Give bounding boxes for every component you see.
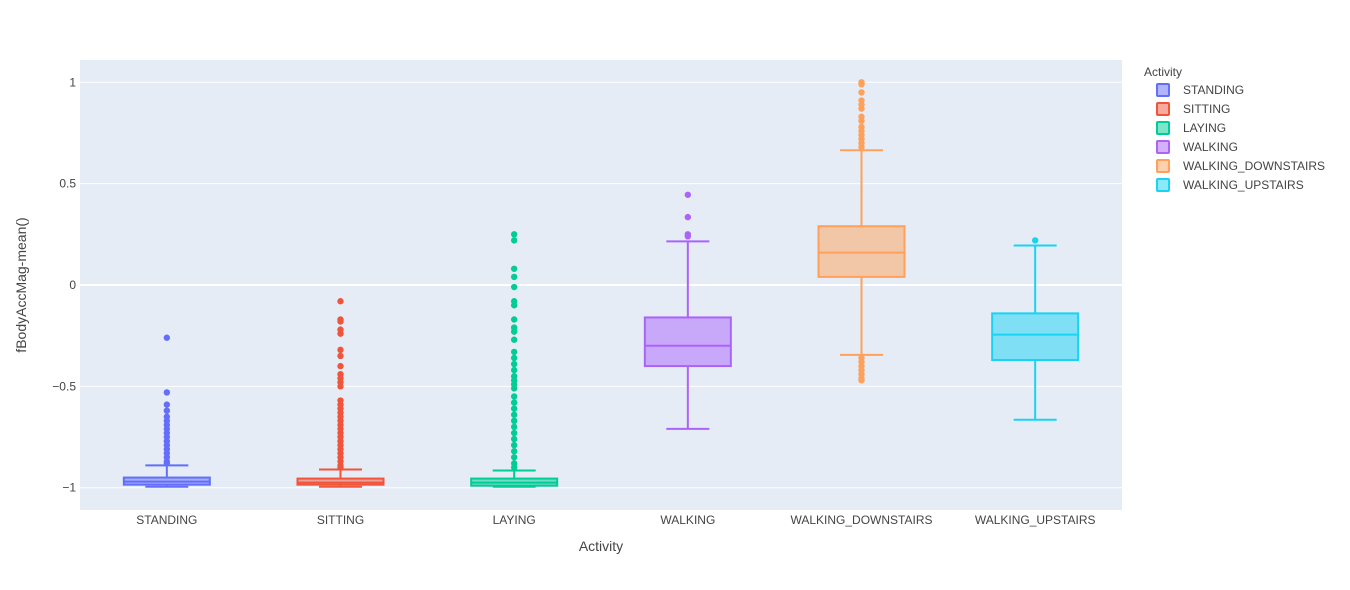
x-tick-label: STANDING xyxy=(136,513,197,527)
outlier-point xyxy=(337,352,344,360)
outlier-point xyxy=(510,423,518,431)
outlier-point xyxy=(858,105,865,112)
outlier-point xyxy=(163,389,171,396)
outlier-point xyxy=(510,399,518,406)
outlier-point xyxy=(510,360,518,368)
outlier-point xyxy=(337,362,344,370)
outlier-point xyxy=(510,231,518,238)
outlier-point xyxy=(510,283,518,291)
outlier-point xyxy=(510,393,518,400)
outlier-point xyxy=(337,464,344,471)
outlier-point xyxy=(684,233,692,240)
outlier-point xyxy=(510,328,518,335)
outlier-point xyxy=(510,405,518,412)
gridlines xyxy=(80,81,1122,489)
box-series-layer xyxy=(122,79,1080,488)
outlier-point xyxy=(510,448,518,455)
box-iqr xyxy=(991,312,1080,362)
y-tick-label: 1 xyxy=(69,75,76,89)
x-axis-title: Activity xyxy=(579,538,623,554)
outlier-point xyxy=(510,354,518,362)
legend-item-laying[interactable]: LAYING xyxy=(1156,121,1226,135)
outlier-point xyxy=(163,334,171,341)
legend-label: WALKING xyxy=(1183,140,1238,154)
box-series-sitting[interactable] xyxy=(296,298,385,488)
legend-swatch xyxy=(1156,102,1170,116)
outlier-point xyxy=(510,411,518,418)
legend-label: STANDING xyxy=(1183,83,1244,97)
outlier-point xyxy=(510,366,518,374)
outlier-point xyxy=(510,302,518,309)
outlier-point xyxy=(163,460,171,467)
outlier-point xyxy=(510,464,518,471)
box-series-walking-downstairs[interactable] xyxy=(817,79,906,384)
legend-swatch xyxy=(1156,121,1170,135)
box-series-walking-upstairs[interactable] xyxy=(991,237,1080,421)
y-tick-label: −1 xyxy=(62,481,76,495)
outlier-point xyxy=(337,346,344,354)
outlier-point xyxy=(858,377,865,384)
legend-swatch xyxy=(1156,159,1170,173)
legend-swatch xyxy=(1156,178,1170,192)
legend-item-walking-upstairs[interactable]: WALKING_UPSTAIRS xyxy=(1156,178,1304,192)
legend-swatch xyxy=(1156,140,1170,154)
y-tick-label: −0.5 xyxy=(52,379,76,393)
outlier-point xyxy=(510,417,518,425)
legend-item-standing[interactable]: STANDING xyxy=(1156,83,1244,97)
outlier-point xyxy=(684,191,692,198)
outlier-point xyxy=(510,316,518,323)
y-tick-label: 0.5 xyxy=(59,177,76,191)
legend-label: WALKING_DOWNSTAIRS xyxy=(1183,159,1325,173)
outlier-point xyxy=(510,454,518,461)
outlier-point xyxy=(510,429,518,437)
legend[interactable]: Activity STANDING SITTING LAYING WALKING WAL… xyxy=(1144,65,1325,192)
x-tick-label: WALKING_DOWNSTAIRS xyxy=(790,513,932,527)
outlier-point xyxy=(858,143,865,151)
legend-label: SITTING xyxy=(1183,102,1230,116)
outlier-point xyxy=(510,265,518,272)
x-tick-label: SITTING xyxy=(317,513,364,527)
outlier-point xyxy=(510,385,518,392)
box-series-walking[interactable] xyxy=(643,191,732,430)
outlier-point xyxy=(510,237,518,244)
legend-item-walking-downstairs[interactable]: WALKING_DOWNSTAIRS xyxy=(1156,159,1325,173)
outlier-point xyxy=(163,407,171,414)
legend-item-walking[interactable]: WALKING xyxy=(1156,140,1238,154)
outlier-point xyxy=(858,117,865,125)
outlier-point xyxy=(337,318,344,325)
outlier-point xyxy=(510,273,518,281)
legend-item-sitting[interactable]: SITTING xyxy=(1156,102,1230,116)
x-tick-label: LAYING xyxy=(493,513,536,527)
legend-title: Activity xyxy=(1144,65,1182,79)
box-series-standing[interactable] xyxy=(122,334,211,488)
outlier-point xyxy=(163,401,171,408)
y-axis-title: fBodyAccMag-mean() xyxy=(13,217,29,352)
outlier-point xyxy=(510,348,518,356)
outlier-point xyxy=(684,213,692,221)
y-tick-label: 0 xyxy=(69,278,76,292)
outlier-point xyxy=(858,81,865,88)
box-series-laying[interactable] xyxy=(470,231,559,488)
legend-swatch xyxy=(1156,83,1170,97)
outlier-point xyxy=(337,298,344,305)
legend-label: WALKING_UPSTAIRS xyxy=(1183,178,1304,192)
box-iqr xyxy=(817,225,906,278)
outlier-point xyxy=(510,435,518,443)
y-axis-ticks: 1 0.5 0 −0.5 −1 xyxy=(52,75,76,494)
box-iqr xyxy=(296,477,385,486)
outlier-point xyxy=(510,441,518,449)
x-tick-label: WALKING xyxy=(660,513,715,527)
outlier-point xyxy=(337,383,344,390)
legend-label: LAYING xyxy=(1183,121,1226,135)
box-iqr xyxy=(643,316,732,368)
outlier-point xyxy=(510,336,518,343)
outlier-point xyxy=(858,89,865,96)
outlier-point xyxy=(1031,237,1039,244)
x-axis-ticks: STANDING SITTING LAYING WALKING WALKING_DOWN… xyxy=(136,513,1095,527)
outlier-point xyxy=(337,330,344,337)
x-tick-label: WALKING_UPSTAIRS xyxy=(975,513,1096,527)
